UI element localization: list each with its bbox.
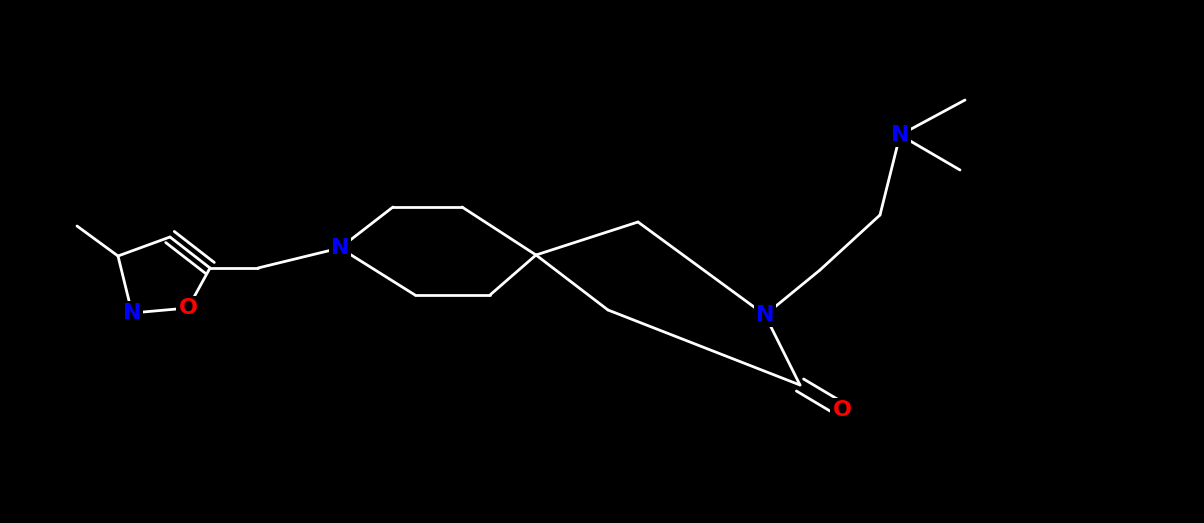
Text: N: N (123, 303, 141, 323)
Text: N: N (756, 305, 774, 325)
Text: N: N (891, 125, 909, 145)
Text: N: N (331, 238, 349, 258)
Text: O: O (178, 298, 197, 318)
Text: O: O (832, 400, 851, 420)
